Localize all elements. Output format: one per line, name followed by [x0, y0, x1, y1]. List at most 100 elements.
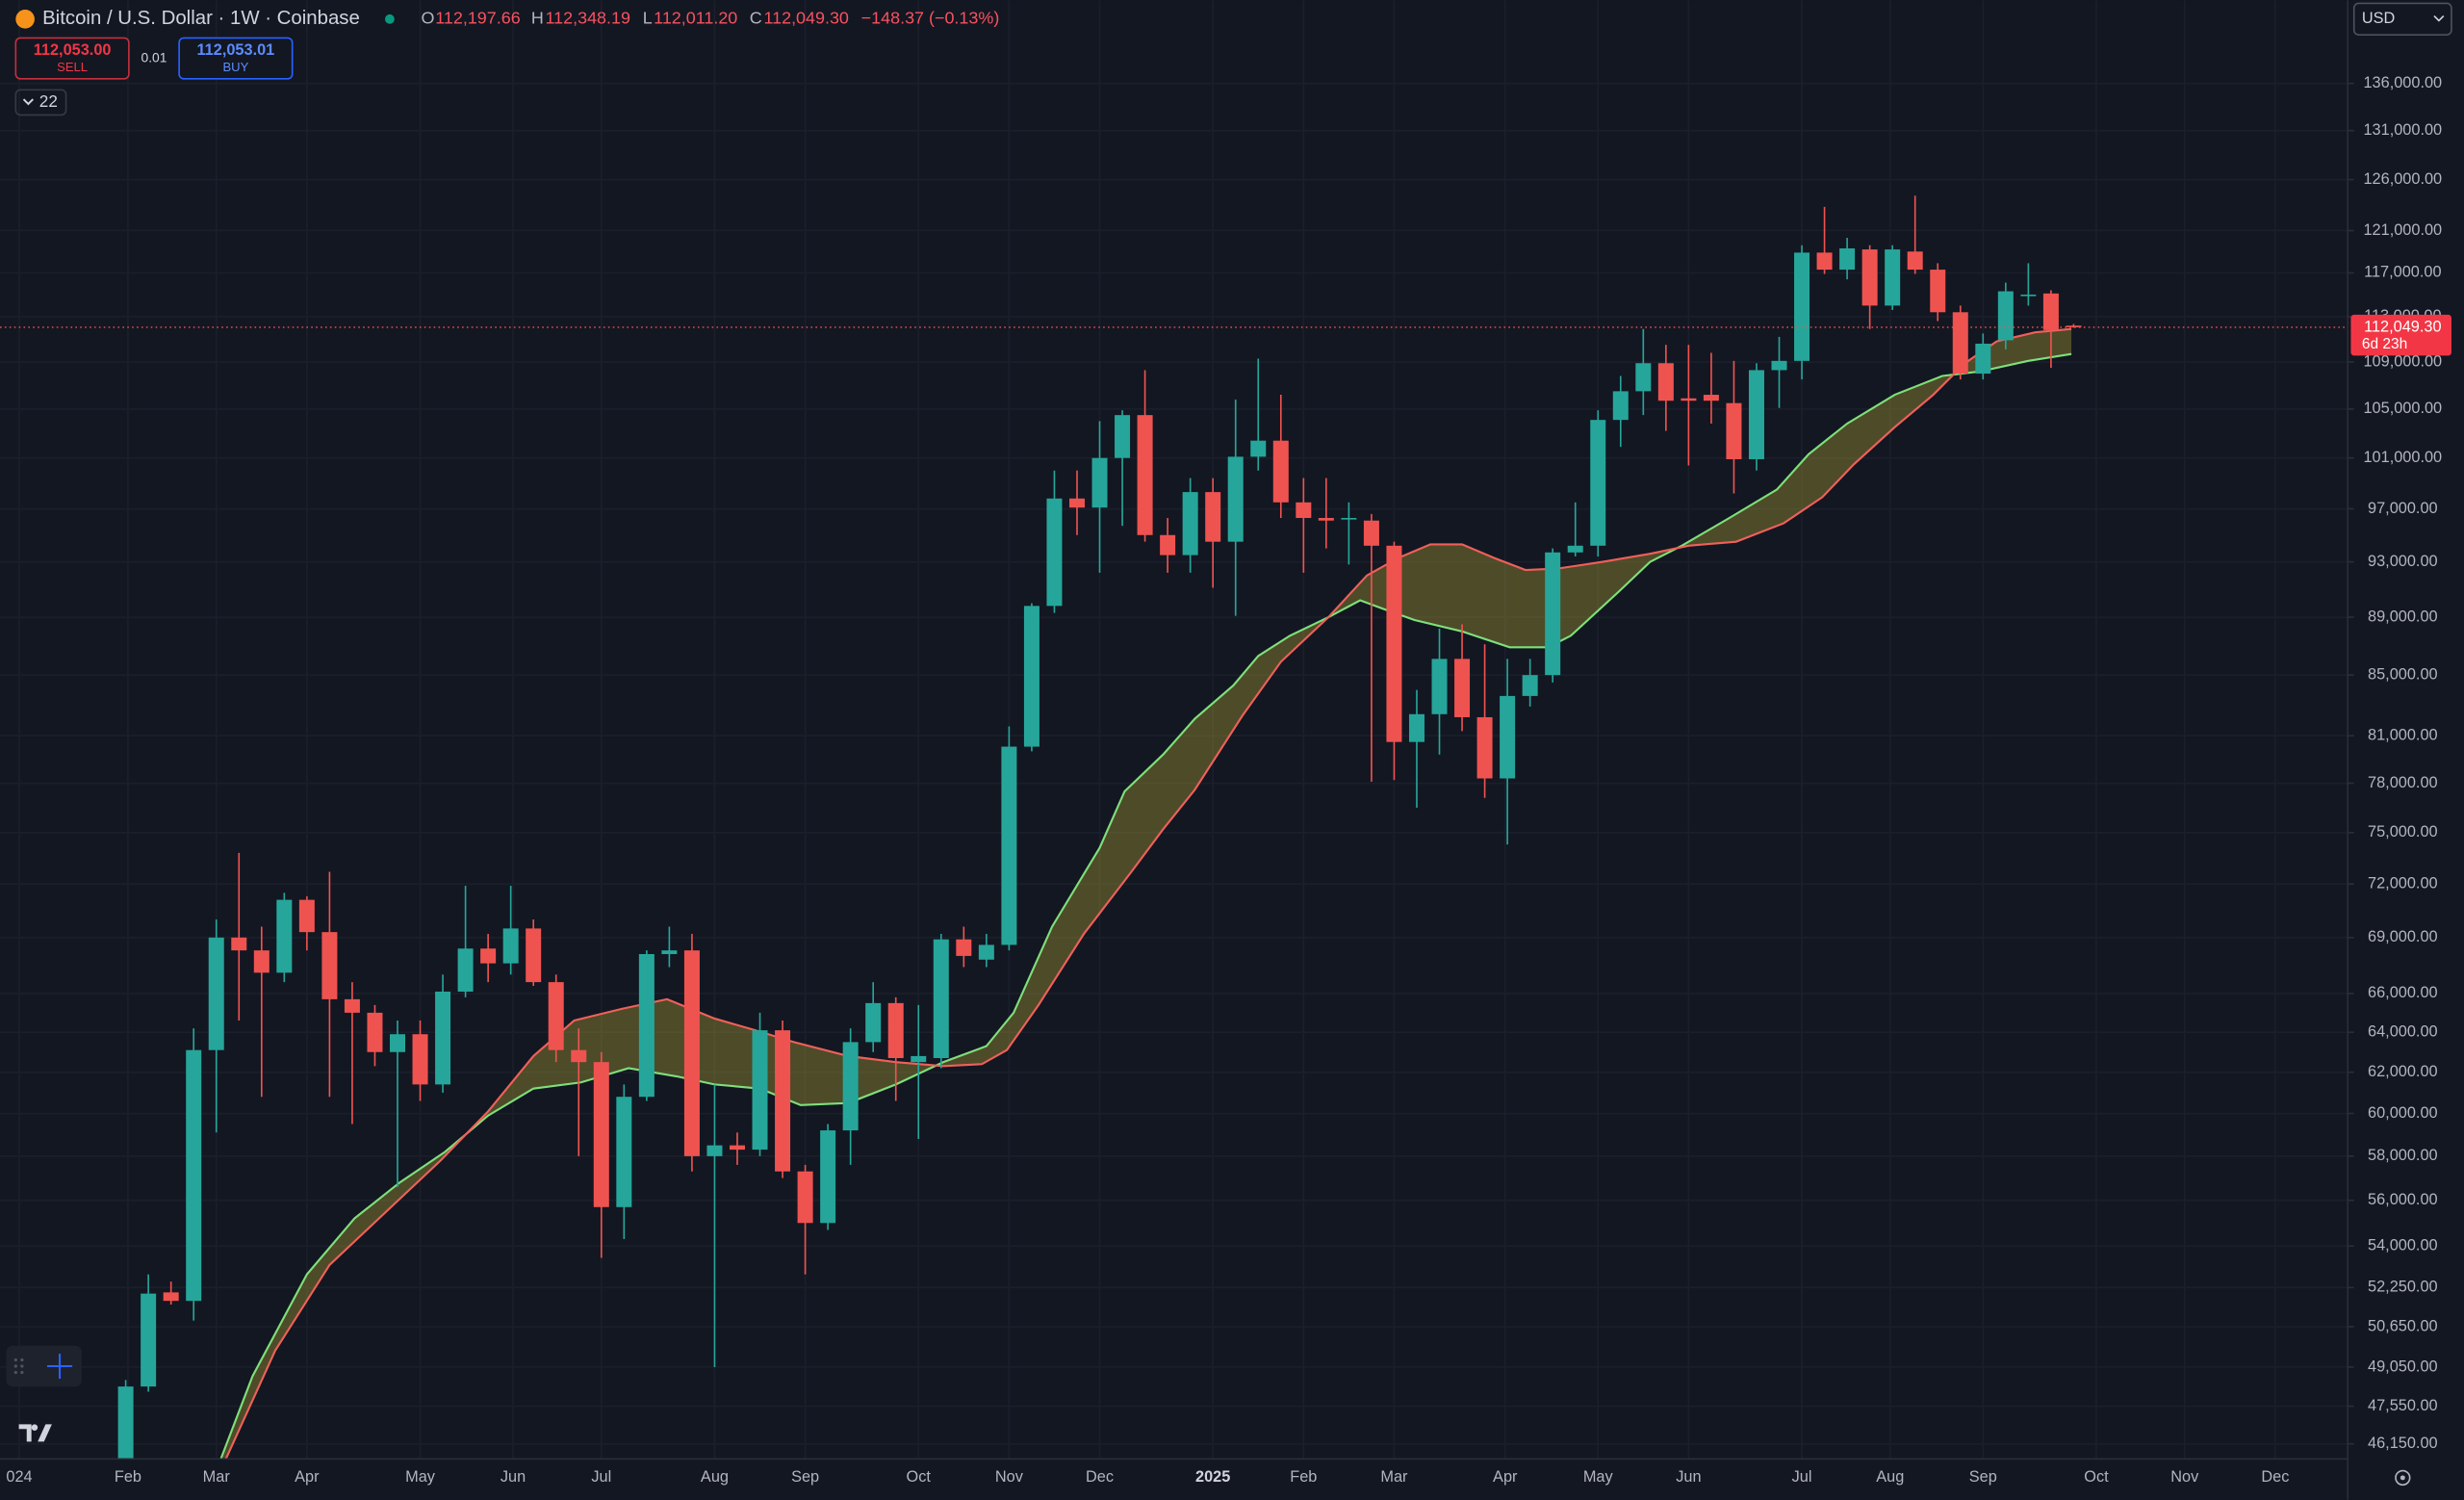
buy-label: BUY — [222, 60, 248, 74]
candle-body — [616, 1097, 632, 1207]
candle-body — [1816, 252, 1833, 271]
drag-handle — [13, 1358, 24, 1375]
y-tick-label: 101,000.00 — [2363, 449, 2442, 466]
y-tick-label: 58,000.00 — [2368, 1147, 2438, 1164]
candle-body — [2020, 294, 2037, 297]
candle-body — [956, 939, 972, 956]
candle-body — [1522, 675, 1538, 696]
indicators-toggle[interactable] — [14, 89, 67, 116]
currency-select[interactable] — [2352, 2, 2452, 36]
x-tick-label: Aug — [701, 1468, 729, 1486]
candle-body — [526, 928, 542, 983]
y-tick-label: 89,000.00 — [2368, 608, 2438, 625]
x-tick-label: Sep — [1969, 1468, 1997, 1486]
x-tick-label: Nov — [2170, 1468, 2199, 1486]
x-tick-label: Jun — [500, 1468, 526, 1486]
candle-body — [911, 1055, 927, 1063]
ohlc-value: 112,011.20 — [654, 9, 737, 28]
price-axis — [2348, 0, 2464, 1500]
candles — [117, 195, 2082, 1460]
indicator-count: 22 — [39, 91, 58, 111]
market-status — [385, 13, 395, 24]
candle-body — [1091, 457, 1108, 508]
candle-body — [706, 1145, 723, 1156]
settings-icon[interactable] — [2395, 1469, 2411, 1487]
candle-body — [163, 1292, 179, 1302]
y-tick-label: 72,000.00 — [2368, 874, 2438, 892]
x-tick-label: Aug — [1876, 1468, 1904, 1486]
candle-body — [638, 953, 654, 1098]
candle-body — [2066, 325, 2082, 327]
candle-body — [367, 1012, 383, 1052]
x-tick-label: Apr — [1493, 1468, 1518, 1486]
candle-body — [480, 948, 497, 964]
x-tick-label: 024 — [6, 1468, 32, 1486]
ohlc-value: 112,049.30 — [763, 9, 848, 28]
x-tick-label: Dec — [1086, 1468, 1114, 1486]
candle-body — [298, 899, 315, 933]
ohlc-key: L — [643, 9, 653, 28]
candle-body — [1930, 270, 1946, 313]
buy-price: 112,053.01 — [197, 41, 275, 59]
toolbar[interactable] — [6, 1345, 82, 1387]
y-tick-label: 126,000.00 — [2363, 170, 2442, 188]
x-tick-label: May — [405, 1468, 436, 1486]
candle-body — [1681, 398, 1697, 401]
y-tick-label: 93,000.00 — [2368, 553, 2438, 570]
candle-body — [1545, 552, 1561, 676]
candle-body — [435, 991, 451, 1085]
candle-body — [457, 948, 474, 992]
chevron — [2433, 14, 2445, 22]
sell-button[interactable] — [14, 37, 130, 80]
candle-body — [593, 1062, 609, 1207]
candle-body — [887, 1002, 904, 1058]
crosshair-icon[interactable] — [46, 1353, 73, 1380]
candle-body — [571, 1049, 587, 1063]
candle-body — [1726, 402, 1742, 459]
y-tick-label: 136,000.00 — [2363, 74, 2442, 91]
candle-body — [661, 950, 678, 954]
x-tick-label: Nov — [995, 1468, 1024, 1486]
candle-body — [1635, 363, 1652, 392]
y-tick-label: 49,050.00 — [2368, 1358, 2438, 1375]
candle-body — [141, 1293, 157, 1387]
candle-body — [820, 1130, 836, 1224]
candle-body — [1567, 545, 1583, 553]
candle-body — [842, 1042, 859, 1131]
x-tick-label: Feb — [1290, 1468, 1317, 1486]
x-tick-label: Apr — [295, 1468, 320, 1486]
candle-body — [1431, 659, 1448, 714]
candle-body — [548, 982, 564, 1050]
buy-button[interactable] — [178, 37, 294, 80]
y-tick-label: 75,000.00 — [2368, 823, 2438, 841]
y-tick-label: 121,000.00 — [2363, 221, 2442, 239]
x-tick-label: Jul — [591, 1468, 611, 1486]
y-tick-label: 81,000.00 — [2368, 727, 2438, 744]
candle-body — [1657, 363, 1674, 401]
y-tick-label: 46,150.00 — [2368, 1435, 2438, 1452]
y-tick-label: 54,000.00 — [2368, 1237, 2438, 1254]
x-tick-label: Sep — [791, 1468, 819, 1486]
candle-body — [1590, 420, 1606, 546]
candle-body — [1023, 606, 1040, 747]
spread: 0.01 — [141, 49, 167, 65]
candle-body — [1068, 498, 1085, 508]
logo — [31, 1424, 38, 1431]
candle-body — [231, 937, 247, 951]
candle-body — [502, 928, 519, 964]
y-tick-label: 105,000.00 — [2363, 400, 2442, 417]
last-price-label: 112,049.30 — [2364, 318, 2441, 335]
candle-body — [321, 932, 338, 999]
y-tick-label: 50,650.00 — [2368, 1317, 2438, 1334]
candle-body — [1272, 440, 1289, 503]
candle-body — [797, 1171, 813, 1224]
y-tick-label: 109,000.00 — [2363, 352, 2442, 370]
candle-body — [1296, 502, 1312, 518]
candle-body — [1885, 249, 1901, 306]
currency: USD — [2362, 10, 2395, 27]
x-tick-label: 2025 — [1195, 1468, 1230, 1486]
candle-body — [1748, 370, 1764, 459]
candle-body — [1861, 249, 1878, 306]
